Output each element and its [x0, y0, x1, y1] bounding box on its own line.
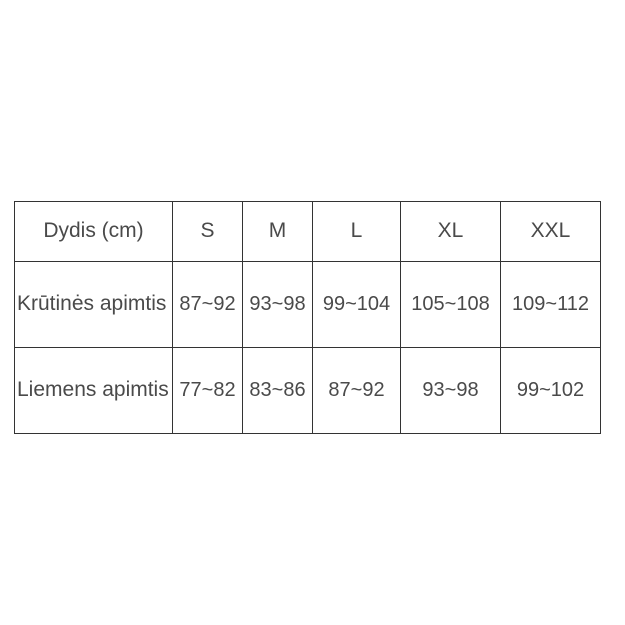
cell-chest-s: 87~92: [173, 262, 243, 348]
size-chart-table: Dydis (cm) S M L XL XXL Krūtinės apimtis…: [14, 201, 601, 434]
cell-waist-l: 87~92: [313, 348, 401, 434]
row-header-waist: Liemens apimtis: [15, 348, 173, 434]
cell-chest-m: 93~98: [243, 262, 313, 348]
col-header-l: L: [313, 202, 401, 262]
cell-waist-m: 83~86: [243, 348, 313, 434]
col-header-s: S: [173, 202, 243, 262]
col-header-xxl: XXL: [501, 202, 601, 262]
cell-waist-xl: 93~98: [401, 348, 501, 434]
size-chart-container: Dydis (cm) S M L XL XXL Krūtinės apimtis…: [14, 201, 601, 434]
cell-waist-s: 77~82: [173, 348, 243, 434]
table-row: Liemens apimtis 77~82 83~86 87~92 93~98 …: [15, 348, 601, 434]
table-header-row: Dydis (cm) S M L XL XXL: [15, 202, 601, 262]
cell-chest-xxl: 109~112: [501, 262, 601, 348]
col-header-label: Dydis (cm): [15, 202, 173, 262]
cell-waist-xxl: 99~102: [501, 348, 601, 434]
cell-chest-l: 99~104: [313, 262, 401, 348]
row-header-chest: Krūtinės apimtis: [15, 262, 173, 348]
cell-chest-xl: 105~108: [401, 262, 501, 348]
col-header-m: M: [243, 202, 313, 262]
table-row: Krūtinės apimtis 87~92 93~98 99~104 105~…: [15, 262, 601, 348]
col-header-xl: XL: [401, 202, 501, 262]
